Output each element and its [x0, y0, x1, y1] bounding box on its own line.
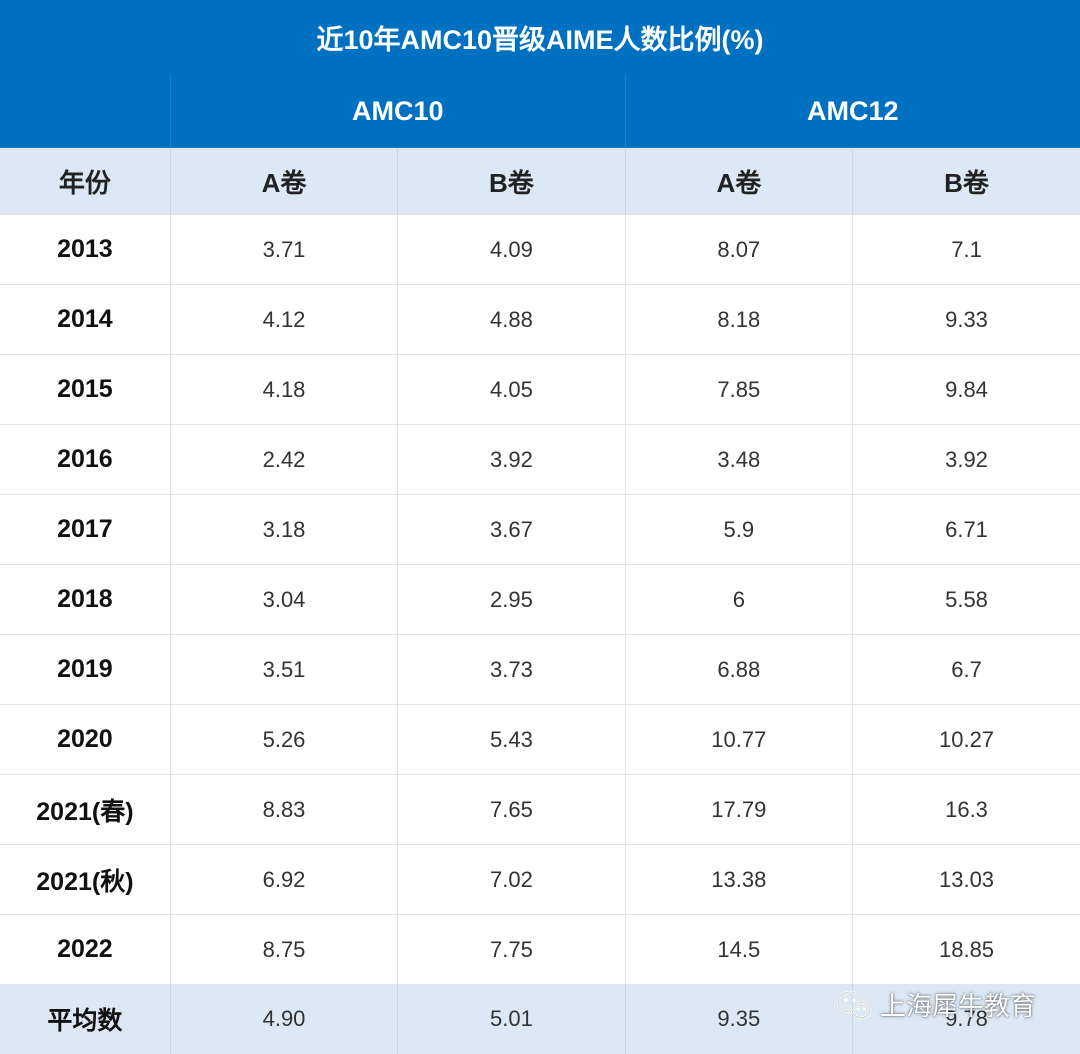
column-header-amc10-a: A卷 [169, 148, 398, 215]
value-cell: 9.84 [852, 354, 1080, 425]
table-title-row: 近10年AMC10晋级AIME人数比例(%) [0, 0, 1080, 74]
wechat-icon [836, 990, 872, 1019]
average-cell: 4.90 [169, 984, 398, 1054]
average-label: 平均数 [0, 984, 171, 1054]
value-cell: 8.07 [624, 214, 853, 285]
value-cell: 4.88 [397, 284, 626, 355]
value-cell: 4.09 [397, 214, 626, 285]
year-cell: 2021(秋) [0, 844, 171, 915]
value-cell: 3.48 [624, 424, 853, 495]
year-cell: 2014 [0, 284, 171, 355]
value-cell: 17.79 [624, 774, 853, 845]
table-row: 2013 3.71 4.09 8.07 7.1 [0, 214, 1080, 285]
value-cell: 3.18 [169, 494, 398, 565]
year-cell: 2017 [0, 494, 171, 565]
value-cell: 2.42 [169, 424, 398, 495]
column-header-amc12-a: A卷 [624, 148, 853, 215]
value-cell: 14.5 [624, 914, 853, 984]
value-cell: 3.92 [852, 424, 1080, 495]
table-row: 2019 3.51 3.73 6.88 6.7 [0, 634, 1080, 705]
table-row: 2015 4.18 4.05 7.85 9.84 [0, 354, 1080, 425]
table-row: 2016 2.42 3.92 3.48 3.92 [0, 424, 1080, 495]
column-header-year: 年份 [0, 148, 171, 215]
table-row: 2022 8.75 7.75 14.5 18.85 [0, 914, 1080, 984]
value-cell: 6.71 [852, 494, 1080, 565]
value-cell: 13.03 [852, 844, 1080, 915]
value-cell: 6.92 [169, 844, 398, 915]
year-cell: 2018 [0, 564, 171, 635]
year-cell: 2022 [0, 914, 171, 984]
table-title: 近10年AMC10晋级AIME人数比例(%) [0, 0, 1080, 74]
value-cell: 7.65 [397, 774, 626, 845]
watermark-text: 上海犀牛教育 [880, 991, 1037, 1021]
value-cell: 3.51 [169, 634, 398, 705]
value-cell: 3.67 [397, 494, 626, 565]
value-cell: 9.33 [852, 284, 1080, 355]
table-row: 2018 3.04 2.95 6 5.58 [0, 564, 1080, 635]
year-cell: 2013 [0, 214, 171, 285]
value-cell: 16.3 [852, 774, 1080, 845]
value-cell: 5.9 [624, 494, 853, 565]
average-cell: 5.01 [397, 984, 626, 1054]
value-cell: 10.27 [852, 704, 1080, 775]
average-row: 平均数 4.90 5.01 9.35 9.78 [0, 984, 1080, 1054]
value-cell: 8.83 [169, 774, 398, 845]
table-row: 2014 4.12 4.88 8.18 9.33 [0, 284, 1080, 355]
value-cell: 5.43 [397, 704, 626, 775]
average-cell: 9.35 [624, 984, 853, 1054]
group-header-amc12: AMC12 [624, 74, 1080, 148]
value-cell: 7.02 [397, 844, 626, 915]
table-row: 2021(秋) 6.92 7.02 13.38 13.03 [0, 844, 1080, 915]
value-cell: 7.75 [397, 914, 626, 984]
value-cell: 6.7 [852, 634, 1080, 705]
value-cell: 7.85 [624, 354, 853, 425]
group-header-empty [0, 74, 171, 148]
year-cell: 2019 [0, 634, 171, 705]
value-cell: 5.58 [852, 564, 1080, 635]
value-cell: 3.92 [397, 424, 626, 495]
group-header-amc10: AMC10 [169, 74, 626, 148]
average-cell: 9.78 [852, 984, 1080, 1054]
value-cell: 8.18 [624, 284, 853, 355]
column-header-amc12-b: B卷 [852, 148, 1080, 215]
year-cell: 2015 [0, 354, 171, 425]
value-cell: 3.04 [169, 564, 398, 635]
value-cell: 3.71 [169, 214, 398, 285]
group-header-row: AMC10 AMC12 [0, 74, 1080, 148]
year-cell: 2020 [0, 704, 171, 775]
value-cell: 6.88 [624, 634, 853, 705]
value-cell: 10.77 [624, 704, 853, 775]
value-cell: 4.18 [169, 354, 398, 425]
column-header-row: 年份 A卷 B卷 A卷 B卷 [0, 148, 1080, 215]
year-cell: 2016 [0, 424, 171, 495]
value-cell: 4.12 [169, 284, 398, 355]
value-cell: 3.73 [397, 634, 626, 705]
table-row: 2017 3.18 3.67 5.9 6.71 [0, 494, 1080, 565]
column-header-amc10-b: B卷 [397, 148, 626, 215]
value-cell: 7.1 [852, 214, 1080, 285]
value-cell: 13.38 [624, 844, 853, 915]
table-body: 2013 3.71 4.09 8.07 7.1 2014 4.12 4.88 8.18 9.33 2… [0, 214, 1080, 984]
value-cell: 2.95 [397, 564, 626, 635]
table-row: 2020 5.26 5.43 10.77 10.27 [0, 704, 1080, 775]
watermark: 上海犀牛教育 [836, 986, 1036, 1023]
value-cell: 18.85 [852, 914, 1080, 984]
table-row: 2021(春) 8.83 7.65 17.79 16.3 [0, 774, 1080, 845]
value-cell: 6 [624, 564, 853, 635]
value-cell: 5.26 [169, 704, 398, 775]
value-cell: 8.75 [169, 914, 398, 984]
value-cell: 4.05 [397, 354, 626, 425]
year-cell: 2021(春) [0, 774, 171, 845]
